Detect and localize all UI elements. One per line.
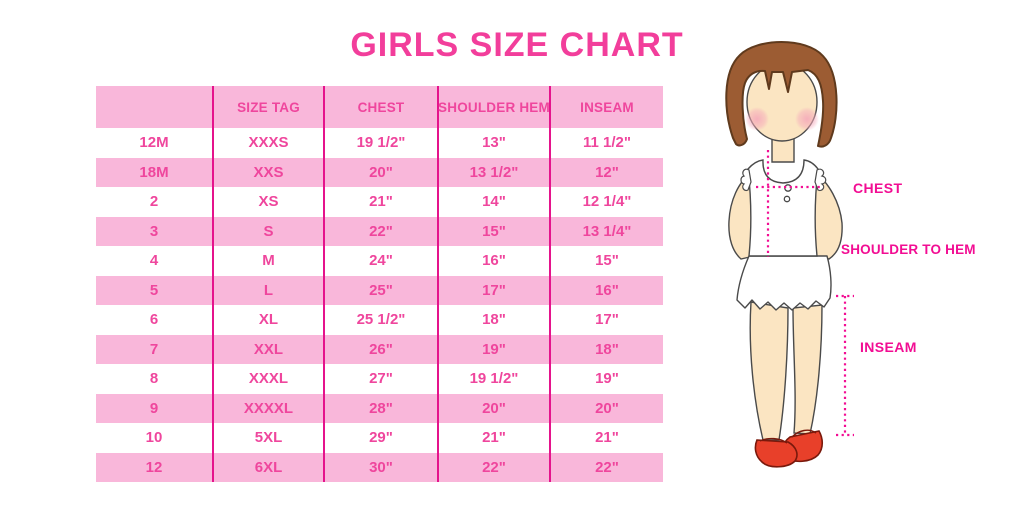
table-cell: XXXS	[212, 128, 323, 158]
girl-right-arm	[811, 170, 843, 260]
header-cell: CHEST	[323, 86, 437, 128]
table-cell: 16"	[437, 246, 549, 276]
table-cell: 6	[149, 311, 159, 329]
table-cell: 7	[149, 340, 159, 358]
table-cell: 5XL	[212, 423, 323, 453]
chest-label: CHEST	[853, 180, 902, 196]
table-cell: XXXL	[212, 364, 323, 394]
header-cell: SIZE TAG	[212, 86, 323, 128]
girl-left-arm	[728, 170, 755, 260]
header-cell	[96, 86, 212, 128]
table-cell: 28"	[323, 393, 437, 423]
girl-blush-left	[745, 107, 769, 131]
table-cell: 22"	[323, 216, 437, 246]
girl-left-shoe	[754, 439, 798, 468]
girls-size-chart-table: SIZE TAG CHEST SHOULDER HEM INSEAM 12M XXXS 19…	[96, 86, 663, 482]
table-cell: 24"	[323, 246, 437, 276]
table-cell: 5	[149, 281, 159, 299]
table-cell: 19"	[549, 364, 663, 394]
header-cell: INSEAM	[549, 86, 663, 128]
table-cell: 25 1/2"	[323, 305, 437, 335]
table-cell: 9	[149, 399, 159, 417]
table-cell: 27"	[323, 364, 437, 394]
table-cell: 26"	[323, 334, 437, 364]
table-row: 7 XXL 26" 19" 18"	[96, 334, 663, 364]
table-row: 6 XL 25 1/2" 18" 17"	[96, 305, 663, 335]
page-title: GIRLS SIZE CHART	[350, 26, 684, 64]
table-cell: 11 1/2"	[549, 128, 663, 158]
table-cell: 15"	[549, 246, 663, 276]
table-row: SIZE TAG CHEST SHOULDER HEM INSEAM	[96, 86, 663, 128]
table-cell: 19 1/2"	[437, 364, 549, 394]
table-row: 5 L 25" 17" 16"	[96, 275, 663, 305]
table-cell: 20"	[323, 157, 437, 187]
table-cell: 12 1/4"	[549, 187, 663, 217]
table-cell: 19 1/2"	[323, 128, 437, 158]
table-row: 18M XXS 20" 13 1/2" 12"	[96, 157, 663, 187]
table-cell: 22"	[437, 452, 549, 482]
girl-hair	[725, 41, 838, 148]
table-cell: 18"	[549, 334, 663, 364]
table-cell: M	[212, 246, 323, 276]
table-cell: XXL	[212, 334, 323, 364]
girl-left-shoe-strap	[759, 437, 788, 444]
table-cell: 13 1/2"	[437, 157, 549, 187]
table-cell: XL	[212, 305, 323, 335]
table-cell: 19"	[437, 334, 549, 364]
table-row: 9 XXXXL 28" 20" 20"	[96, 393, 663, 423]
table-cell: 17"	[549, 305, 663, 335]
table-cell: XS	[212, 187, 323, 217]
table-cell: 30"	[323, 452, 437, 482]
table-cell: 21"	[437, 423, 549, 453]
table-cell: 13"	[437, 128, 549, 158]
girl-measurement-diagram: CHEST SHOULDER TO HEM INSEAM	[725, 41, 976, 468]
table-row: 3 S 22" 15" 13 1/4"	[96, 216, 663, 246]
table-cell: 20"	[549, 393, 663, 423]
table-cell: 12	[145, 458, 163, 476]
table-cell: S	[212, 216, 323, 246]
table-cell: 22"	[549, 452, 663, 482]
girl-right-leg	[792, 304, 823, 435]
table-cell: 13 1/4"	[549, 216, 663, 246]
inseam-label: INSEAM	[860, 339, 917, 355]
table-cell: 12M	[139, 134, 169, 152]
table-cell: 6XL	[212, 452, 323, 482]
table-cell: 18"	[437, 305, 549, 335]
girl-blouse-button-bottom	[783, 195, 791, 203]
girl-left-ruffle	[740, 168, 752, 192]
table-cell: L	[212, 275, 323, 305]
table-cell: 12"	[549, 157, 663, 187]
table-cell: 21"	[549, 423, 663, 453]
table-cell: 20"	[437, 393, 549, 423]
table-cell: 8	[149, 370, 159, 388]
girl-right-shoe-strap	[791, 429, 817, 438]
table-cell: 16"	[549, 275, 663, 305]
shoulder-to-hem-label: SHOULDER TO HEM	[841, 242, 976, 257]
girl-blouse	[747, 159, 819, 257]
table-row: 10 5XL 29" 21" 21"	[96, 423, 663, 453]
table-cell: 25"	[323, 275, 437, 305]
table-cell: 21"	[323, 187, 437, 217]
girl-skirt	[736, 255, 832, 311]
table-cell: XXXXL	[212, 393, 323, 423]
table-row: 2 XS 21" 14" 12 1/4"	[96, 187, 663, 217]
table-cell: 3	[149, 222, 159, 240]
girl-left-leg	[749, 301, 789, 441]
table-row: 12 6XL 30" 22" 22"	[96, 452, 663, 482]
girl-blush-right	[795, 107, 819, 131]
table-row: 8 XXXL 27" 19 1/2" 19"	[96, 364, 663, 394]
girl-right-ruffle	[814, 168, 827, 192]
table-row: 12M XXXS 19 1/2" 13" 11 1/2"	[96, 128, 663, 158]
table-cell: 10	[145, 429, 163, 447]
table-row: 4 M 24" 16" 15"	[96, 246, 663, 276]
table-cell: 15"	[437, 216, 549, 246]
table-cell: 17"	[437, 275, 549, 305]
table-cell: 4	[149, 252, 159, 270]
table-cell: 14"	[437, 187, 549, 217]
header-cell: SHOULDER HEM	[437, 86, 550, 128]
table-cell: 29"	[323, 423, 437, 453]
table-cell: 2	[149, 193, 159, 211]
table-cell: XXS	[212, 157, 323, 187]
table-cell: 18M	[139, 163, 169, 181]
